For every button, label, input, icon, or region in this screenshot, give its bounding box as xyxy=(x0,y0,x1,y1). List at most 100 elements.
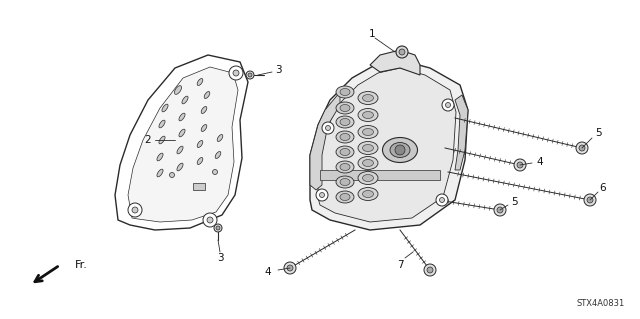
FancyBboxPatch shape xyxy=(193,183,205,190)
Ellipse shape xyxy=(340,88,350,95)
Ellipse shape xyxy=(358,188,378,201)
Circle shape xyxy=(395,145,405,155)
Text: 3: 3 xyxy=(217,253,223,263)
Ellipse shape xyxy=(336,191,354,203)
Ellipse shape xyxy=(340,118,350,125)
Ellipse shape xyxy=(358,125,378,138)
Ellipse shape xyxy=(197,141,203,147)
Ellipse shape xyxy=(362,112,374,118)
Ellipse shape xyxy=(215,152,221,159)
Circle shape xyxy=(587,197,593,203)
Ellipse shape xyxy=(170,173,175,177)
Ellipse shape xyxy=(197,158,203,165)
Text: 4: 4 xyxy=(537,157,543,167)
Text: 2: 2 xyxy=(145,135,151,145)
Circle shape xyxy=(579,145,585,151)
Ellipse shape xyxy=(340,105,350,112)
Circle shape xyxy=(424,264,436,276)
Ellipse shape xyxy=(358,108,378,122)
Ellipse shape xyxy=(362,190,374,197)
Ellipse shape xyxy=(157,169,163,177)
Polygon shape xyxy=(370,50,420,75)
Ellipse shape xyxy=(340,179,350,186)
Circle shape xyxy=(322,122,334,134)
Circle shape xyxy=(207,217,213,223)
Ellipse shape xyxy=(179,129,185,137)
Ellipse shape xyxy=(336,116,354,128)
Circle shape xyxy=(436,194,448,206)
Ellipse shape xyxy=(212,169,218,174)
Circle shape xyxy=(445,102,451,108)
Ellipse shape xyxy=(204,92,210,99)
Text: 3: 3 xyxy=(275,65,282,75)
Ellipse shape xyxy=(340,164,350,170)
Ellipse shape xyxy=(248,73,252,77)
Ellipse shape xyxy=(157,153,163,161)
Circle shape xyxy=(229,66,243,80)
Ellipse shape xyxy=(358,92,378,105)
Circle shape xyxy=(576,142,588,154)
Circle shape xyxy=(584,194,596,206)
Text: 6: 6 xyxy=(600,183,606,193)
Circle shape xyxy=(319,192,324,197)
Ellipse shape xyxy=(179,113,185,121)
Ellipse shape xyxy=(162,104,168,112)
Circle shape xyxy=(517,162,523,168)
Circle shape xyxy=(132,207,138,213)
Ellipse shape xyxy=(159,120,165,128)
Ellipse shape xyxy=(201,107,207,114)
Circle shape xyxy=(128,203,142,217)
Ellipse shape xyxy=(340,149,350,155)
Ellipse shape xyxy=(362,145,374,152)
Ellipse shape xyxy=(362,160,374,167)
Circle shape xyxy=(497,207,503,213)
Circle shape xyxy=(440,197,445,203)
Ellipse shape xyxy=(358,142,378,154)
Ellipse shape xyxy=(197,78,203,85)
Polygon shape xyxy=(310,60,468,230)
Ellipse shape xyxy=(201,124,207,131)
Ellipse shape xyxy=(340,133,350,140)
Text: STX4A0831: STX4A0831 xyxy=(577,299,625,308)
Circle shape xyxy=(203,213,217,227)
Ellipse shape xyxy=(362,129,374,136)
Circle shape xyxy=(442,99,454,111)
Ellipse shape xyxy=(336,102,354,114)
Ellipse shape xyxy=(177,146,183,154)
Circle shape xyxy=(284,262,296,274)
Ellipse shape xyxy=(336,146,354,158)
Text: 5: 5 xyxy=(595,128,602,138)
Ellipse shape xyxy=(216,226,220,230)
Polygon shape xyxy=(310,92,340,190)
Circle shape xyxy=(316,189,328,201)
Polygon shape xyxy=(320,170,440,180)
Circle shape xyxy=(287,265,293,271)
Circle shape xyxy=(427,267,433,273)
Circle shape xyxy=(514,159,526,171)
Circle shape xyxy=(396,46,408,58)
Ellipse shape xyxy=(358,172,378,184)
Circle shape xyxy=(494,204,506,216)
Text: 5: 5 xyxy=(512,197,518,207)
Polygon shape xyxy=(318,68,456,222)
Ellipse shape xyxy=(159,136,165,144)
Text: 1: 1 xyxy=(369,29,375,39)
Ellipse shape xyxy=(362,174,374,182)
Ellipse shape xyxy=(336,131,354,143)
Circle shape xyxy=(326,125,330,130)
Text: 7: 7 xyxy=(397,260,403,270)
Ellipse shape xyxy=(336,86,354,98)
Ellipse shape xyxy=(177,163,183,171)
Ellipse shape xyxy=(336,161,354,173)
Ellipse shape xyxy=(383,137,417,162)
Polygon shape xyxy=(115,55,248,230)
Ellipse shape xyxy=(340,194,350,201)
Ellipse shape xyxy=(246,71,254,79)
Text: Fr.: Fr. xyxy=(75,260,88,270)
Circle shape xyxy=(233,70,239,76)
Ellipse shape xyxy=(217,135,223,141)
Ellipse shape xyxy=(358,157,378,169)
Text: 4: 4 xyxy=(265,267,271,277)
Ellipse shape xyxy=(182,96,188,104)
Ellipse shape xyxy=(175,86,182,94)
